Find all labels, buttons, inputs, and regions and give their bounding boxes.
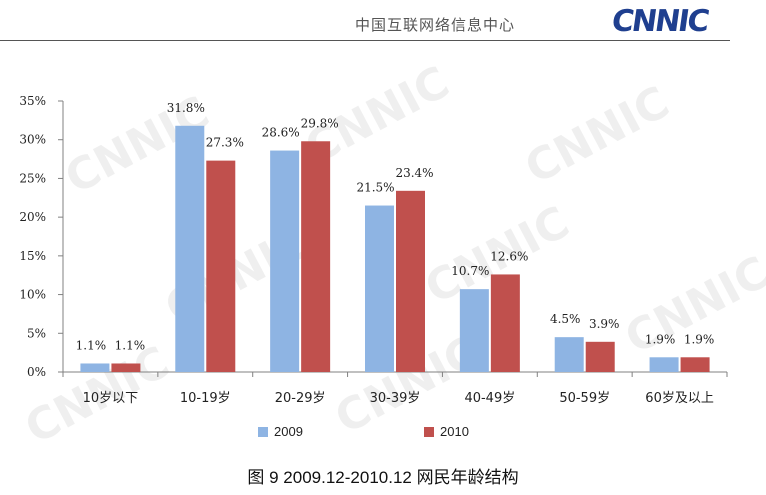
bar-2010 <box>111 363 141 372</box>
legend-label-2009: 2009 <box>274 424 303 439</box>
x-tick-label: 50-59岁 <box>559 391 610 406</box>
bar-2010 <box>301 141 331 372</box>
bar-2010 <box>680 357 710 372</box>
data-label-2009: 1.1% <box>76 338 107 352</box>
bar-2009 <box>175 125 205 372</box>
bar-2009 <box>554 337 584 372</box>
y-tick-label: 25% <box>19 171 46 185</box>
x-tick-label: 10-19岁 <box>180 391 231 406</box>
data-label-2010: 29.8% <box>301 116 339 130</box>
x-tick-label: 30-39岁 <box>370 391 421 406</box>
bar-2010 <box>585 341 615 372</box>
bar-2009 <box>459 289 489 372</box>
figure-caption: 图 9 2009.12-2010.12 网民年龄结构 <box>247 468 519 487</box>
bar-2010 <box>490 274 520 372</box>
x-tick-label: 20-29岁 <box>275 391 326 406</box>
legend-label-2010: 2010 <box>440 424 469 439</box>
y-tick-label: 35% <box>19 94 46 108</box>
data-label-2010: 27.3% <box>206 136 244 150</box>
data-label-2010: 12.6% <box>490 249 528 263</box>
data-label-2010: 1.9% <box>684 332 715 346</box>
bar-2009 <box>80 363 110 372</box>
x-tick-label: 10岁以下 <box>83 391 139 406</box>
data-label-2009: 31.8% <box>167 101 205 115</box>
bar-2010 <box>396 190 425 372</box>
y-tick-label: 30% <box>19 133 46 147</box>
header-divider <box>0 40 730 41</box>
y-tick-label: 20% <box>19 210 46 224</box>
data-label-2009: 4.5% <box>550 312 581 326</box>
bar-2010 <box>206 160 236 372</box>
bar-2009 <box>649 357 679 372</box>
legend-swatch-2009 <box>258 427 268 437</box>
y-tick-label: 15% <box>19 249 46 263</box>
data-label-2009: 28.6% <box>262 126 300 140</box>
data-label-2010: 3.9% <box>589 317 620 331</box>
legend-swatch-2010 <box>424 427 434 437</box>
data-label-2010: 1.1% <box>115 338 146 352</box>
data-label-2010: 23.4% <box>395 166 433 180</box>
y-tick-label: 10% <box>19 288 46 302</box>
y-tick-label: 0% <box>27 365 46 379</box>
data-label-2009: 10.7% <box>451 264 489 278</box>
y-tick-label: 5% <box>27 326 46 340</box>
bar-2009 <box>270 150 300 372</box>
legend-item-2010: 2010 <box>424 424 469 439</box>
data-label-2009: 1.9% <box>645 332 676 346</box>
data-label-2009: 21.5% <box>356 181 394 195</box>
bar-2009 <box>365 205 394 372</box>
legend-item-2009: 2009 <box>258 424 303 439</box>
header-org-name: 中国互联网络信息中心 <box>355 16 516 34</box>
x-tick-label: 40-49岁 <box>464 391 515 406</box>
x-tick-label: 60岁及以上 <box>645 391 714 406</box>
